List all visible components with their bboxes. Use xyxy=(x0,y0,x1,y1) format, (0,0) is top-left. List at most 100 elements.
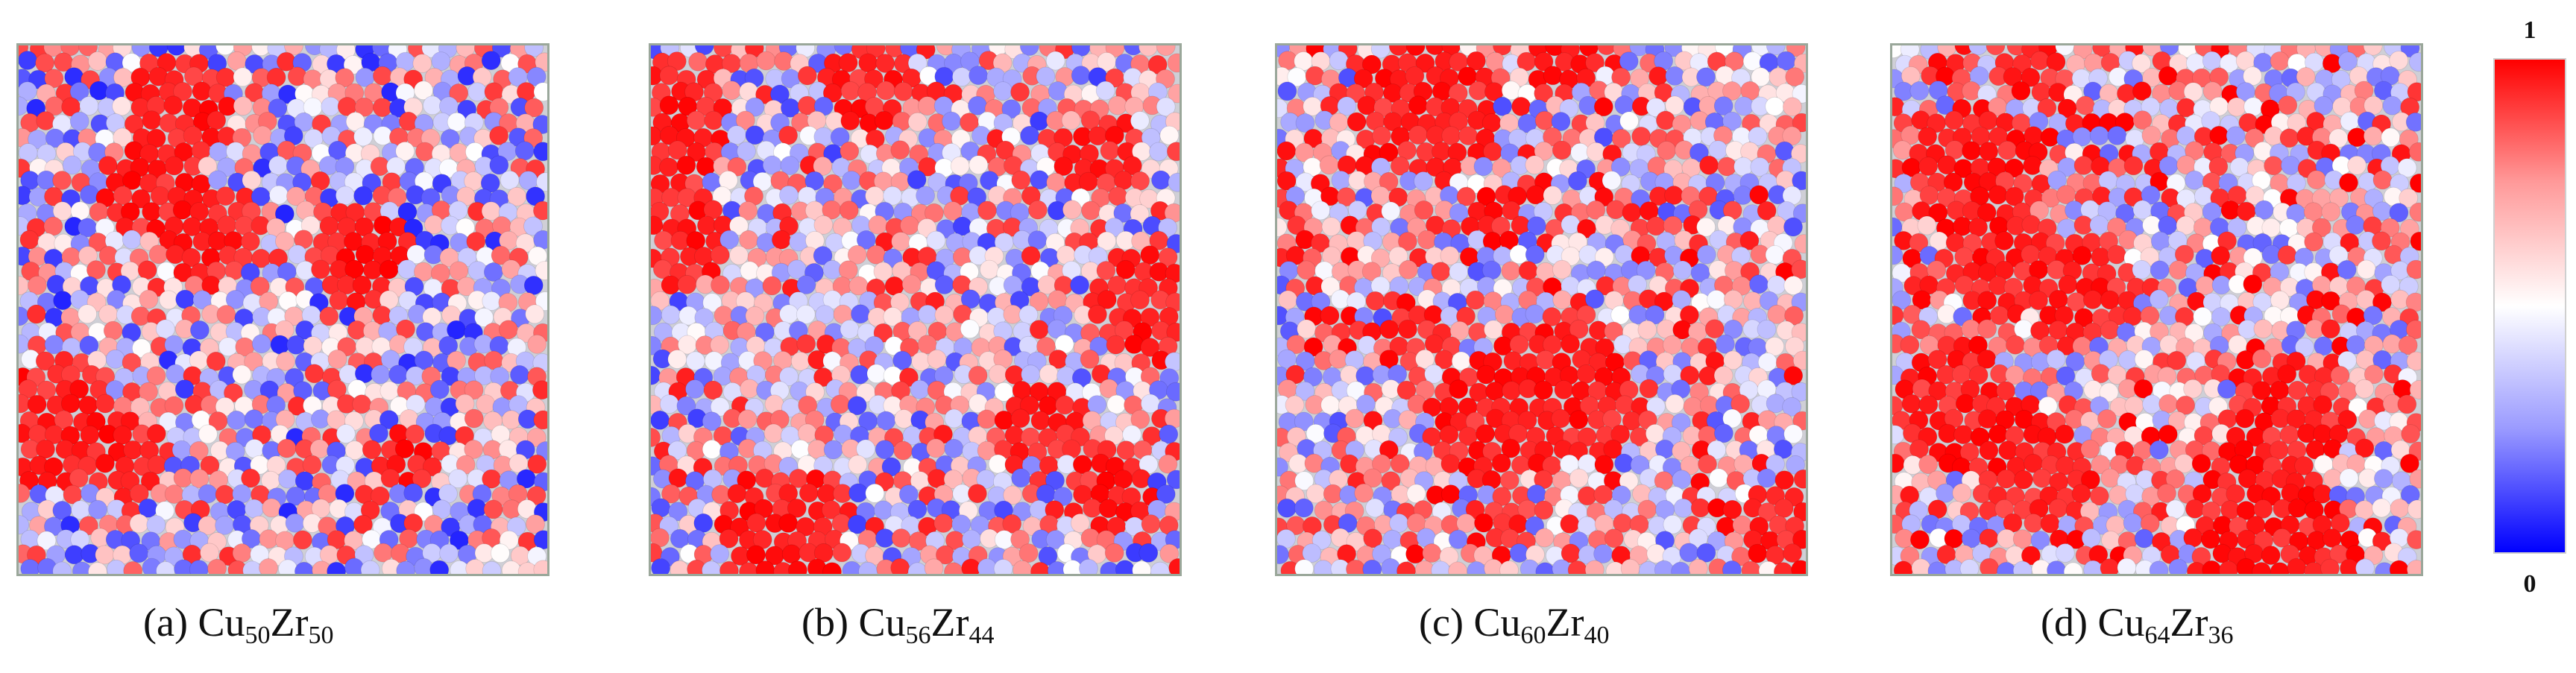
atom xyxy=(2158,394,2179,414)
atom xyxy=(1784,306,1804,326)
atom xyxy=(1774,141,1795,161)
atom xyxy=(1311,530,1332,550)
atom xyxy=(1080,110,1100,130)
atom xyxy=(2407,560,2423,576)
atom xyxy=(198,156,218,176)
atom xyxy=(1534,51,1554,72)
atom xyxy=(703,380,723,400)
atom xyxy=(1614,453,1634,473)
atom xyxy=(2313,395,2333,415)
atom xyxy=(225,441,245,461)
atom xyxy=(1277,81,1297,101)
atom xyxy=(838,260,858,280)
atom xyxy=(1584,560,1605,576)
atom xyxy=(960,319,980,339)
atom xyxy=(1535,350,1555,370)
atom xyxy=(286,335,306,355)
atom xyxy=(2165,469,2185,489)
atom xyxy=(483,262,503,282)
atom xyxy=(2132,81,2152,101)
atom xyxy=(1156,97,1176,117)
atom xyxy=(80,185,99,205)
atom xyxy=(1159,543,1180,563)
atom xyxy=(155,319,175,339)
atom xyxy=(1673,498,1693,518)
atom xyxy=(1901,394,1921,414)
atom xyxy=(2406,320,2423,340)
atom xyxy=(1381,471,1401,491)
atom xyxy=(1900,66,1921,86)
atom xyxy=(2389,560,2409,576)
atom xyxy=(1560,514,1580,534)
atom xyxy=(1783,543,1802,563)
atom xyxy=(1345,408,1364,429)
atom xyxy=(79,516,98,536)
atom xyxy=(722,80,742,101)
atom xyxy=(1010,408,1030,429)
atom xyxy=(1167,53,1182,73)
atom xyxy=(1039,364,1059,384)
atom xyxy=(1108,186,1128,206)
atom xyxy=(353,127,374,147)
atom xyxy=(481,51,501,71)
atom xyxy=(1297,319,1317,339)
atom xyxy=(1365,291,1385,311)
atom xyxy=(2014,470,2033,490)
atom xyxy=(737,141,756,161)
atom xyxy=(1551,408,1571,429)
atom xyxy=(2287,557,2307,576)
atom xyxy=(1534,500,1554,520)
atom xyxy=(2168,558,2188,576)
atom xyxy=(1405,544,1426,564)
atom xyxy=(893,440,913,461)
atom xyxy=(1165,352,1182,372)
atom xyxy=(1294,498,1314,518)
atom xyxy=(1927,260,1947,280)
atom xyxy=(215,186,236,206)
atom xyxy=(129,543,149,563)
atom xyxy=(704,110,723,130)
atom xyxy=(1011,468,1031,488)
atom xyxy=(1494,304,1514,324)
atom xyxy=(2399,188,2419,208)
atom xyxy=(2281,155,2300,175)
atom xyxy=(934,305,954,325)
caption-b: (b) Cu56Zr44 xyxy=(802,600,995,649)
atom xyxy=(1414,200,1434,220)
atom xyxy=(1961,319,1981,339)
atom xyxy=(866,244,886,265)
atom xyxy=(1792,350,1808,370)
atom xyxy=(304,364,324,384)
atom xyxy=(1980,557,1999,576)
atom xyxy=(832,217,852,237)
atom xyxy=(951,514,971,534)
atom xyxy=(1910,530,1930,549)
atom xyxy=(2006,335,2025,355)
atom xyxy=(969,66,989,85)
atom xyxy=(1959,442,1980,462)
atom xyxy=(1594,455,1614,475)
atom xyxy=(1994,499,2015,519)
atom xyxy=(1371,217,1391,237)
atom xyxy=(1502,381,1522,401)
atom xyxy=(232,364,252,385)
atom xyxy=(2405,112,2423,132)
atom xyxy=(1713,96,1733,116)
atom xyxy=(839,200,859,221)
atom xyxy=(851,304,870,324)
atom xyxy=(448,200,468,221)
atom xyxy=(1654,560,1674,576)
atom xyxy=(1977,319,1997,339)
atom xyxy=(1406,218,1426,237)
atom xyxy=(667,350,687,369)
atom xyxy=(533,142,549,162)
atom xyxy=(1285,395,1305,415)
atom xyxy=(1465,499,1485,519)
atom xyxy=(968,95,987,116)
atom xyxy=(52,171,72,190)
atom xyxy=(412,469,432,489)
atom xyxy=(670,560,690,576)
atom xyxy=(2381,127,2401,148)
atom xyxy=(69,111,89,131)
atom xyxy=(499,530,519,550)
